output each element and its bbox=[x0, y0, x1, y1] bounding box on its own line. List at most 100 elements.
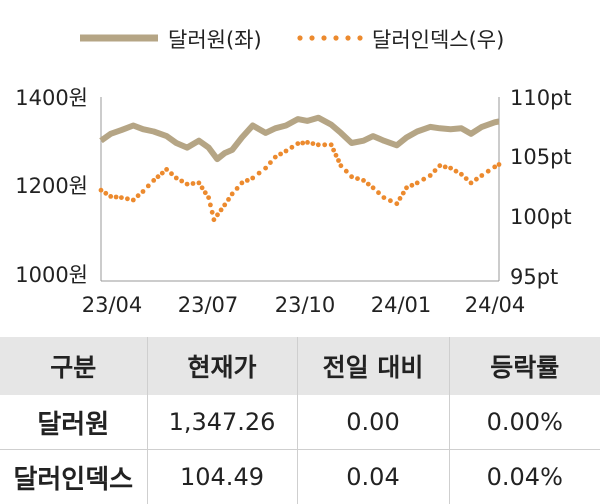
legend-dot bbox=[345, 35, 351, 41]
dxy-point bbox=[151, 178, 157, 183]
dxy-point bbox=[421, 176, 427, 182]
y-right-tick-label: 110pt bbox=[510, 86, 572, 110]
dxy-point bbox=[234, 186, 240, 191]
table-header-row: 구분 현재가 전일 대비 등락률 bbox=[0, 337, 600, 395]
dxy-point bbox=[145, 183, 151, 189]
dxy-point bbox=[98, 187, 104, 193]
dxy-point bbox=[315, 142, 321, 148]
legend-dot bbox=[297, 35, 303, 41]
dxy-point bbox=[492, 164, 498, 170]
dxy-point bbox=[155, 174, 161, 180]
x-tick-label: 23/10 bbox=[275, 293, 336, 317]
dxy-point bbox=[206, 195, 212, 201]
dxy-point bbox=[272, 154, 278, 160]
dxy-point bbox=[343, 168, 349, 174]
dxy-point bbox=[179, 178, 185, 184]
legend-label-dxy: 달러인덱스(우) bbox=[372, 28, 504, 52]
dxy-point bbox=[328, 142, 334, 148]
dxy-point bbox=[305, 140, 310, 145]
y-left-tick-label: 1400원 bbox=[15, 86, 88, 110]
x-tick-label: 23/04 bbox=[82, 293, 143, 317]
dxy-point bbox=[310, 141, 316, 147]
dxy-point bbox=[414, 180, 420, 186]
dxy-point bbox=[474, 176, 479, 182]
dxy-point bbox=[108, 194, 114, 199]
dxy-point bbox=[215, 212, 220, 218]
dxy-point bbox=[448, 165, 453, 171]
dxy-point bbox=[400, 190, 406, 196]
price-table: 구분 현재가 전일 대비 등락률 달러원 1,347.26 0.00 0.00%… bbox=[0, 337, 600, 504]
header-change-rate: 등락률 bbox=[448, 337, 600, 395]
row-change: 0.04 bbox=[296, 449, 449, 504]
dxy-point bbox=[218, 207, 224, 213]
dxy-point bbox=[333, 152, 339, 158]
legend-dot bbox=[309, 35, 315, 41]
row-rate: 0.00% bbox=[448, 395, 600, 450]
y-right-tick-label: 105pt bbox=[510, 145, 572, 169]
dxy-point bbox=[184, 181, 190, 187]
series-line-usdkrw bbox=[99, 114, 500, 163]
dxy-point bbox=[496, 162, 502, 167]
dxy-point bbox=[404, 185, 409, 191]
dxy-point bbox=[244, 178, 250, 183]
dxy-point bbox=[463, 176, 469, 182]
x-tick-label: 23/07 bbox=[178, 293, 239, 317]
dxy-point bbox=[190, 181, 196, 186]
dxy-point bbox=[278, 151, 283, 157]
dxy-point bbox=[140, 189, 146, 194]
dxy-point bbox=[479, 173, 485, 178]
row-price: 104.49 bbox=[146, 449, 297, 504]
dxy-point bbox=[437, 163, 443, 169]
dxy-point bbox=[376, 190, 381, 196]
dxy-point bbox=[336, 158, 341, 163]
dxy-point bbox=[409, 182, 415, 188]
dxy-point bbox=[295, 141, 301, 147]
dxy-point bbox=[159, 170, 165, 176]
dxy-point bbox=[394, 201, 400, 207]
dxy-point bbox=[432, 168, 438, 174]
header-current-price: 현재가 bbox=[146, 337, 297, 395]
row-price: 1,347.26 bbox=[146, 395, 297, 450]
dxy-point bbox=[226, 197, 231, 202]
dxy-point bbox=[263, 165, 268, 171]
dxy-point bbox=[370, 185, 376, 191]
dxy-point bbox=[427, 173, 433, 178]
dxy-point bbox=[125, 196, 130, 202]
dxy-point bbox=[442, 164, 448, 170]
legend-dot bbox=[321, 35, 327, 41]
row-change: 0.00 bbox=[296, 395, 449, 450]
dxy-point bbox=[361, 178, 366, 183]
dxy-point bbox=[365, 181, 371, 187]
dxy-point bbox=[211, 217, 217, 223]
dxy-point bbox=[459, 171, 464, 177]
dxy-point bbox=[208, 202, 213, 208]
dxy-point bbox=[283, 148, 289, 154]
dxy-point bbox=[468, 180, 474, 186]
dxy-point bbox=[355, 176, 360, 182]
dxy-point bbox=[135, 193, 141, 199]
dxy-point bbox=[289, 144, 295, 150]
x-tick-label: 24/04 bbox=[465, 293, 526, 317]
dxy-point bbox=[397, 196, 403, 201]
table-row: 달러원 1,347.26 0.00 0.00% bbox=[0, 395, 600, 450]
dxy-point bbox=[130, 197, 136, 203]
dxy-point bbox=[322, 142, 328, 148]
dxy-point bbox=[164, 167, 170, 172]
dxy-point bbox=[209, 209, 215, 215]
legend-swatch-dxy bbox=[297, 35, 363, 41]
y-right-tick-label: 95pt bbox=[510, 265, 558, 289]
header-change: 전일 대비 bbox=[296, 337, 449, 395]
dxy-point bbox=[331, 147, 336, 153]
legend-label-usdkrw: 달러원(좌) bbox=[168, 28, 262, 52]
dxy-point bbox=[202, 190, 208, 196]
dxy-point bbox=[173, 175, 179, 181]
dxy-point bbox=[485, 168, 491, 174]
dxy-point bbox=[103, 190, 109, 196]
dxy-point bbox=[268, 160, 273, 166]
fx-chart: 달러원(좌) 달러인덱스(우) 1400원 1200원 1000원 110pt … bbox=[15, 28, 572, 317]
header-category: 구분 bbox=[0, 337, 147, 395]
x-tick-label: 24/01 bbox=[371, 293, 432, 317]
y-left-tick-label: 1200원 bbox=[15, 174, 88, 198]
y-right-tick-label: 100pt bbox=[510, 205, 572, 229]
legend-dot bbox=[357, 35, 363, 41]
